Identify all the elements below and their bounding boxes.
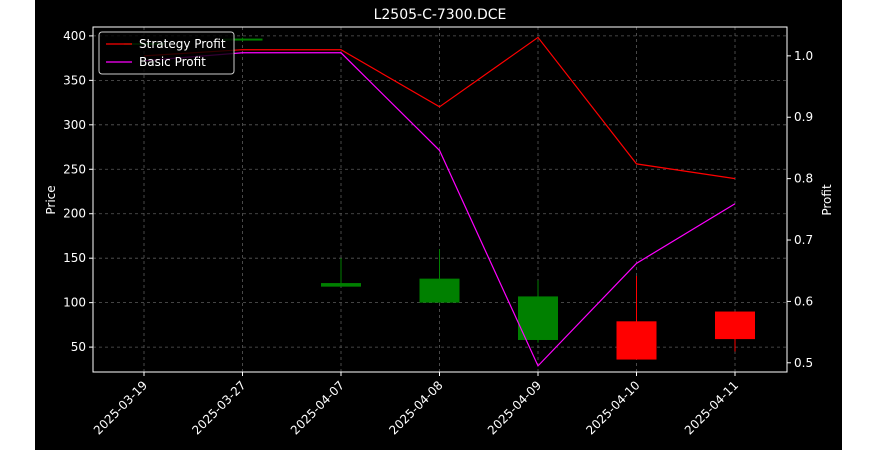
- right-axis-ticks: 0.5 0.6 0.7 0.8 0.9 1.0: [787, 49, 813, 370]
- legend-label-strategy-profit: Strategy Profit: [139, 37, 226, 51]
- y-tick-label: 250: [63, 162, 86, 176]
- series-line-strategy-profit: [143, 36, 736, 180]
- legend: Strategy Profit Basic Profit: [98, 31, 235, 75]
- candle-body: [616, 321, 657, 360]
- candles: [124, 37, 755, 360]
- candle-body: [715, 311, 755, 340]
- y2-tick-label: 0.5: [794, 356, 813, 370]
- y2-axis-label: Profit: [820, 184, 834, 216]
- candle-body: [518, 296, 558, 340]
- y-axis-label: Price: [44, 185, 58, 214]
- candle-body: [222, 38, 263, 41]
- candle-body: [321, 283, 361, 287]
- y2-tick-label: 1.0: [794, 49, 813, 63]
- legend-box: [98, 31, 235, 75]
- y-tick-label: 50: [71, 340, 86, 354]
- left-axis-ticks: 50 100 150 200 250 300 350 400: [63, 29, 93, 354]
- candle-body: [419, 278, 460, 303]
- y2-tick-label: 0.6: [794, 294, 813, 308]
- y-tick-label: 400: [63, 29, 86, 43]
- series-line-basic-profit: [143, 52, 736, 367]
- y2-tick-label: 0.8: [794, 172, 813, 186]
- legend-label-basic-profit: Basic Profit: [139, 55, 206, 69]
- y-tick-label: 100: [63, 296, 86, 310]
- y-tick-label: 350: [63, 73, 86, 87]
- profit-lines: [143, 36, 736, 367]
- y2-tick-label: 0.7: [794, 233, 813, 247]
- y-tick-label: 200: [63, 207, 86, 221]
- y-tick-label: 150: [63, 251, 86, 265]
- chart-title: L2505-C-7300.DCE: [374, 7, 507, 23]
- y-tick-label: 300: [63, 118, 86, 132]
- y2-tick-label: 0.9: [794, 110, 813, 124]
- figure-background: [35, 0, 842, 450]
